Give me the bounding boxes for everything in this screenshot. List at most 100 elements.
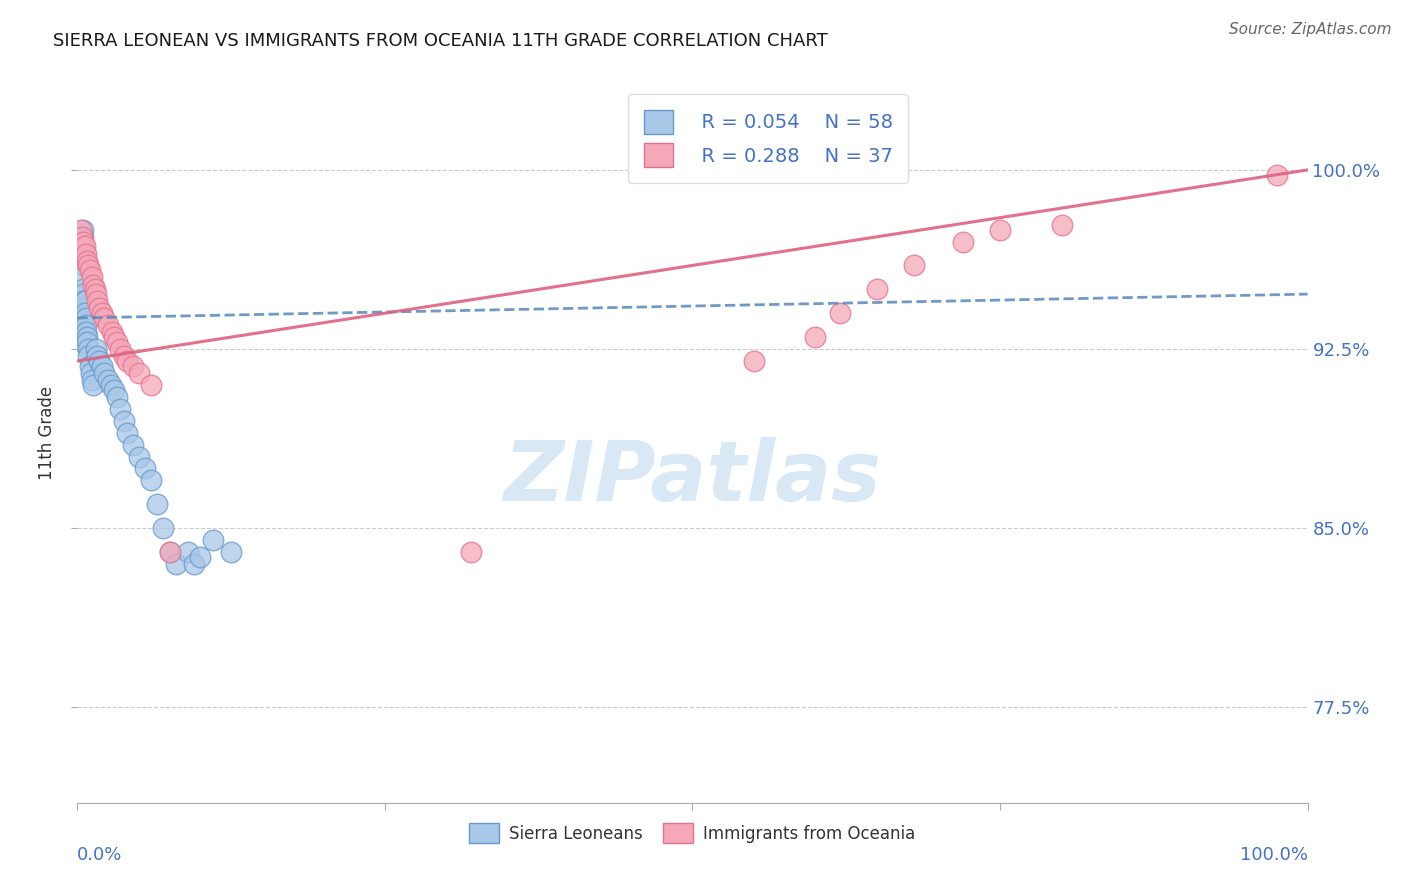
Point bbox=[804, 330, 827, 344]
Point bbox=[97, 318, 120, 333]
Point bbox=[128, 366, 150, 380]
Point bbox=[82, 373, 104, 387]
Point bbox=[70, 222, 93, 236]
Point bbox=[105, 334, 128, 349]
Point bbox=[103, 330, 125, 344]
Point bbox=[70, 246, 93, 260]
Point bbox=[72, 282, 94, 296]
Point bbox=[72, 326, 94, 340]
Point bbox=[72, 318, 94, 333]
Point bbox=[219, 545, 242, 559]
Point bbox=[159, 545, 181, 559]
Point bbox=[70, 229, 93, 244]
Point bbox=[742, 354, 765, 368]
Point bbox=[83, 282, 105, 296]
Point bbox=[72, 294, 94, 309]
Point bbox=[110, 401, 132, 416]
Point bbox=[830, 306, 852, 320]
Point bbox=[89, 354, 111, 368]
Point bbox=[75, 326, 97, 340]
Point bbox=[70, 252, 93, 266]
Point bbox=[72, 259, 94, 273]
Point bbox=[988, 222, 1011, 236]
Point bbox=[110, 342, 132, 356]
Text: Source: ZipAtlas.com: Source: ZipAtlas.com bbox=[1229, 22, 1392, 37]
Point bbox=[72, 310, 94, 325]
Point bbox=[72, 287, 94, 301]
Point bbox=[460, 545, 482, 559]
Point bbox=[141, 377, 163, 392]
Point bbox=[159, 545, 181, 559]
Point bbox=[75, 246, 97, 260]
Point bbox=[77, 342, 100, 356]
Text: ZIPatlas: ZIPatlas bbox=[503, 436, 882, 517]
Point bbox=[952, 235, 974, 249]
Point bbox=[177, 545, 200, 559]
Point bbox=[90, 359, 114, 373]
Point bbox=[84, 342, 107, 356]
Point bbox=[75, 310, 97, 325]
Point bbox=[93, 310, 115, 325]
Point bbox=[97, 373, 120, 387]
Text: 100.0%: 100.0% bbox=[1240, 846, 1308, 863]
Point bbox=[72, 334, 94, 349]
Text: SIERRA LEONEAN VS IMMIGRANTS FROM OCEANIA 11TH GRADE CORRELATION CHART: SIERRA LEONEAN VS IMMIGRANTS FROM OCEANI… bbox=[53, 32, 828, 50]
Point bbox=[115, 425, 138, 440]
Point bbox=[90, 306, 114, 320]
Point bbox=[72, 229, 94, 244]
Point bbox=[76, 330, 98, 344]
Point bbox=[903, 259, 925, 273]
Point bbox=[72, 270, 94, 285]
Point bbox=[73, 306, 96, 320]
Text: 0.0%: 0.0% bbox=[77, 846, 122, 863]
Point bbox=[69, 235, 91, 249]
Point bbox=[121, 437, 143, 451]
Point bbox=[72, 306, 94, 320]
Point bbox=[72, 222, 94, 236]
Point bbox=[115, 354, 138, 368]
Point bbox=[82, 277, 104, 292]
Point bbox=[146, 497, 169, 511]
Point bbox=[112, 349, 135, 363]
Point bbox=[101, 326, 124, 340]
Point bbox=[72, 301, 94, 316]
Point bbox=[121, 359, 143, 373]
Point bbox=[183, 557, 205, 571]
Point bbox=[152, 521, 174, 535]
Point bbox=[1265, 168, 1288, 182]
Point bbox=[134, 461, 156, 475]
Point bbox=[112, 414, 135, 428]
Point bbox=[100, 377, 122, 392]
Point bbox=[79, 359, 101, 373]
Point bbox=[86, 294, 108, 309]
Point bbox=[76, 334, 98, 349]
Point bbox=[73, 239, 96, 253]
Point bbox=[188, 549, 212, 564]
Point bbox=[79, 263, 101, 277]
Point bbox=[866, 282, 889, 296]
Legend: Sierra Leoneans, Immigrants from Oceania: Sierra Leoneans, Immigrants from Oceania bbox=[463, 816, 922, 850]
Point bbox=[76, 253, 98, 268]
Point bbox=[77, 259, 100, 273]
Point bbox=[105, 390, 128, 404]
Point bbox=[80, 366, 103, 380]
Point bbox=[165, 557, 187, 571]
Point bbox=[128, 450, 150, 464]
Point bbox=[75, 318, 97, 333]
Point bbox=[72, 239, 94, 253]
Point bbox=[201, 533, 224, 547]
Point bbox=[141, 474, 163, 488]
Point bbox=[72, 330, 94, 344]
Point bbox=[89, 301, 111, 316]
Point bbox=[73, 294, 96, 309]
Point bbox=[82, 377, 104, 392]
Point bbox=[1050, 218, 1073, 232]
Point bbox=[82, 270, 104, 285]
Point bbox=[70, 239, 93, 253]
Y-axis label: 11th Grade: 11th Grade bbox=[38, 385, 56, 480]
Point bbox=[77, 349, 100, 363]
Point bbox=[103, 383, 125, 397]
Point bbox=[84, 287, 107, 301]
Point bbox=[86, 349, 108, 363]
Point bbox=[93, 366, 115, 380]
